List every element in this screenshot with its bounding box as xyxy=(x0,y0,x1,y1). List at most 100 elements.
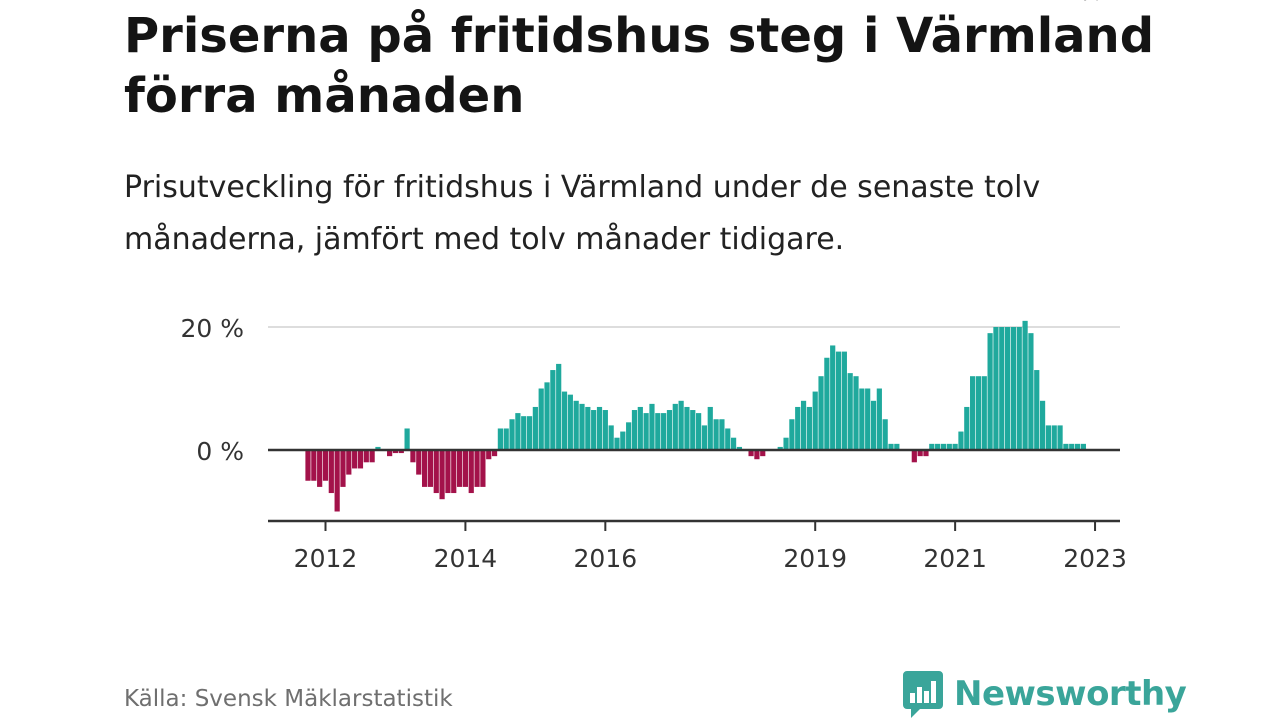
bar xyxy=(620,431,626,450)
bar xyxy=(818,376,824,450)
y-tick-label: 20 % xyxy=(180,314,244,343)
bar xyxy=(929,443,935,450)
bar xyxy=(1063,443,1069,450)
bar xyxy=(346,450,352,475)
bar xyxy=(561,391,568,450)
bar xyxy=(515,413,521,450)
bar xyxy=(754,450,760,460)
newsworthy-logo-icon xyxy=(903,671,943,718)
bar xyxy=(544,382,550,450)
bar xyxy=(777,446,783,450)
bar xyxy=(690,410,696,450)
chart-title: Priserna på fritidshus steg i Värmland f… xyxy=(124,8,1155,124)
bar xyxy=(486,450,492,460)
bar xyxy=(573,400,579,450)
bar xyxy=(462,450,469,487)
bar xyxy=(1016,327,1022,450)
bar xyxy=(981,376,987,450)
bar xyxy=(853,376,859,450)
bar xyxy=(970,376,976,450)
bar xyxy=(497,428,503,450)
bar xyxy=(509,419,515,450)
bar xyxy=(1005,327,1011,450)
x-tick-label: 2019 xyxy=(783,544,847,573)
bar xyxy=(521,416,527,450)
last-value-annotation: 1 % xyxy=(1055,0,1103,6)
axis-layer xyxy=(268,448,1120,531)
bar xyxy=(556,363,562,450)
bar xyxy=(608,425,614,450)
bar xyxy=(468,450,474,494)
bar xyxy=(631,410,638,450)
bar xyxy=(655,413,661,450)
bars-layer xyxy=(305,320,1086,512)
bar xyxy=(375,446,381,450)
x-tick-label: 2012 xyxy=(294,544,358,573)
bar xyxy=(730,437,737,450)
bar xyxy=(474,450,480,487)
bar xyxy=(713,419,719,450)
bar xyxy=(888,443,894,450)
bar xyxy=(684,406,690,450)
bar xyxy=(1074,443,1081,450)
bar xyxy=(917,450,923,457)
x-tick-label: 2021 xyxy=(923,544,987,573)
bar xyxy=(795,406,801,450)
bar xyxy=(637,406,643,450)
bar xyxy=(334,450,340,512)
bar xyxy=(1051,425,1057,450)
bar xyxy=(579,403,585,450)
bar xyxy=(748,450,754,457)
bar xyxy=(451,450,457,494)
bar xyxy=(964,406,970,450)
bar xyxy=(456,450,463,487)
bar xyxy=(567,394,573,450)
bar xyxy=(526,416,533,450)
bar xyxy=(999,327,1005,450)
bar xyxy=(725,428,731,450)
bar xyxy=(626,422,632,450)
bar xyxy=(357,450,364,469)
bar xyxy=(760,450,766,457)
bar xyxy=(783,437,789,450)
y-tick-label: 0 % xyxy=(196,437,244,466)
bar xyxy=(532,406,538,450)
bar xyxy=(1069,443,1075,450)
bar xyxy=(946,443,952,450)
bar xyxy=(317,450,323,487)
bar xyxy=(736,446,743,450)
bar xyxy=(987,333,993,450)
bar xyxy=(596,406,603,450)
bar xyxy=(649,403,655,450)
bar xyxy=(707,406,713,450)
bar xyxy=(661,413,667,450)
bar xyxy=(503,428,509,450)
bar xyxy=(311,450,317,481)
bar xyxy=(1034,370,1040,450)
bar xyxy=(830,345,836,450)
bar xyxy=(433,450,439,494)
bar xyxy=(322,450,329,481)
newsworthy-logo-text: Newsworthy xyxy=(954,674,1187,714)
bar xyxy=(719,419,725,450)
bar xyxy=(1028,333,1034,450)
bar xyxy=(1080,443,1086,450)
bar xyxy=(445,450,451,494)
chart-subtitle: Prisutveckling för fritidshus i Värmland… xyxy=(124,170,1041,257)
bar xyxy=(614,437,620,450)
bar xyxy=(538,388,544,450)
bar xyxy=(993,327,999,450)
bar xyxy=(911,450,917,463)
bar xyxy=(1039,400,1046,450)
bar xyxy=(643,413,649,450)
bar xyxy=(701,425,708,450)
bar xyxy=(427,450,434,487)
bar xyxy=(1010,327,1017,450)
bar xyxy=(847,373,853,450)
bar xyxy=(666,410,673,450)
bar xyxy=(824,357,830,450)
bar xyxy=(340,450,346,487)
bar xyxy=(1022,320,1028,450)
source-note: Källa: Svensk Mäklarstatistik xyxy=(124,686,453,712)
newsworthy-logo[interactable]: Newsworthy xyxy=(902,668,1187,720)
